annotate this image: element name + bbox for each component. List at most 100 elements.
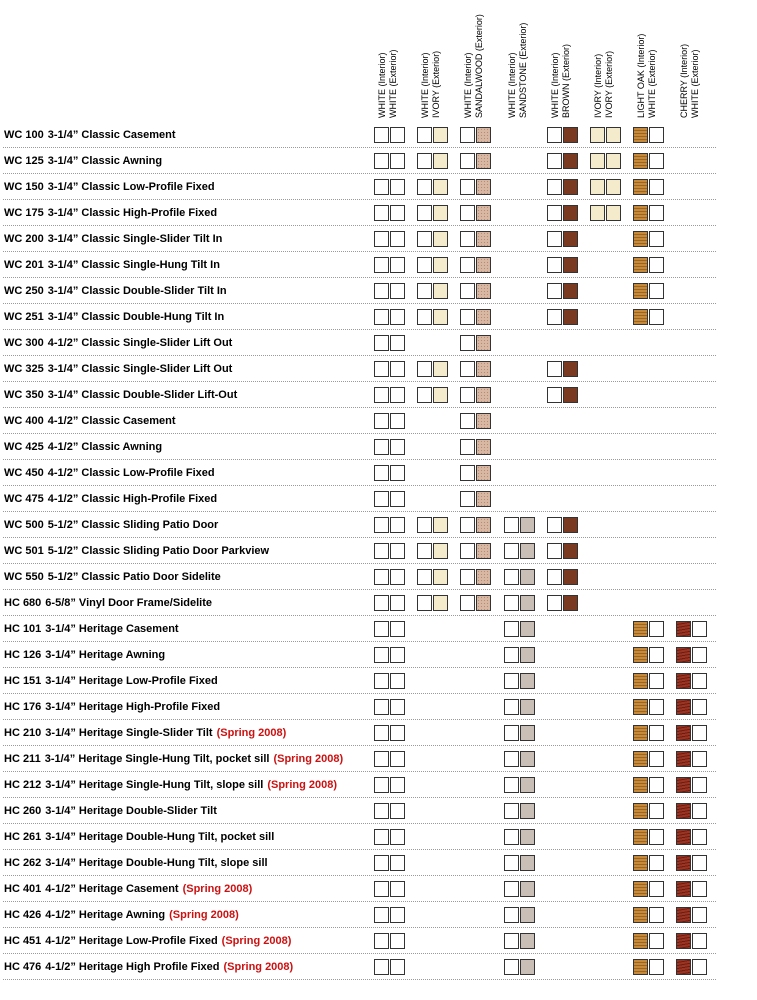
product-code: WC 201 bbox=[4, 259, 44, 271]
exterior-swatch bbox=[649, 829, 664, 845]
exterior-swatch bbox=[649, 907, 664, 923]
interior-swatch bbox=[460, 179, 475, 195]
table-row: HC 451 4-1/2” Heritage Low-Profile Fixed(… bbox=[0, 928, 716, 954]
interior-swatch bbox=[374, 907, 389, 923]
color-swatch bbox=[374, 413, 405, 429]
color-swatch bbox=[633, 803, 664, 819]
product-name: 4-1/2” Classic High-Profile Fixed bbox=[47, 493, 218, 505]
exterior-swatch bbox=[390, 335, 405, 351]
exterior-swatch bbox=[520, 621, 535, 637]
exterior-swatch bbox=[476, 465, 491, 481]
product-name: 3-1/4” Classic Single-Slider Tilt In bbox=[47, 233, 223, 245]
color-swatch bbox=[460, 335, 491, 351]
color-swatch bbox=[504, 751, 535, 767]
interior-label: WHITE (Interior) bbox=[420, 52, 430, 118]
exterior-swatch bbox=[476, 127, 491, 143]
exterior-swatch bbox=[649, 751, 664, 767]
interior-label: LIGHT OAK (Interior) bbox=[636, 33, 646, 118]
color-swatch bbox=[633, 699, 664, 715]
interior-swatch bbox=[417, 569, 432, 585]
exterior-swatch bbox=[390, 543, 405, 559]
interior-swatch bbox=[547, 283, 562, 299]
exterior-swatch bbox=[649, 179, 664, 195]
exterior-swatch bbox=[649, 933, 664, 949]
exterior-swatch bbox=[433, 361, 448, 377]
product-label: HC 101 3-1/4” Heritage Casement bbox=[4, 616, 179, 642]
interior-swatch bbox=[676, 881, 691, 897]
color-swatch bbox=[504, 621, 535, 637]
exterior-swatch bbox=[606, 179, 621, 195]
interior-swatch bbox=[547, 517, 562, 533]
exterior-swatch bbox=[433, 517, 448, 533]
exterior-swatch bbox=[476, 231, 491, 247]
product-label: HC 262 3-1/4” Heritage Double-Hung Tilt, … bbox=[4, 850, 268, 876]
product-label: WC 501 5-1/2” Classic Sliding Patio Door … bbox=[4, 538, 269, 564]
exterior-swatch bbox=[390, 491, 405, 507]
table-row: WC 201 3-1/4” Classic Single-Hung Tilt In bbox=[0, 252, 716, 278]
interior-swatch bbox=[460, 439, 475, 455]
color-swatch bbox=[547, 387, 578, 403]
exterior-swatch bbox=[563, 257, 578, 273]
product-code: HC 451 bbox=[4, 935, 42, 947]
product-name: 3-1/4” Heritage Casement bbox=[45, 623, 179, 635]
color-swatch bbox=[547, 231, 578, 247]
interior-swatch bbox=[374, 751, 389, 767]
exterior-swatch bbox=[390, 309, 405, 325]
product-name: 3-1/4” Classic Awning bbox=[47, 155, 163, 167]
color-swatch bbox=[676, 725, 707, 741]
color-swatch bbox=[374, 491, 405, 507]
exterior-label: IVORY (Exterior) bbox=[604, 50, 614, 118]
interior-swatch bbox=[633, 777, 648, 793]
product-name: 3-1/4” Classic Double-Hung Tilt In bbox=[47, 311, 225, 323]
interior-swatch bbox=[374, 387, 389, 403]
product-code: HC 101 bbox=[4, 623, 42, 635]
exterior-label: WHITE (Exterior) bbox=[690, 49, 700, 119]
color-swatch bbox=[547, 309, 578, 325]
interior-swatch bbox=[633, 959, 648, 975]
interior-swatch bbox=[633, 621, 648, 637]
color-swatch bbox=[547, 517, 578, 533]
color-swatch bbox=[547, 361, 578, 377]
exterior-swatch bbox=[433, 205, 448, 221]
interior-swatch bbox=[633, 725, 648, 741]
product-label: WC 350 3-1/4” Classic Double-Slider Lift-… bbox=[4, 382, 237, 408]
color-swatch bbox=[374, 439, 405, 455]
product-name: 3-1/4” Classic High-Profile Fixed bbox=[47, 207, 218, 219]
interior-swatch bbox=[676, 777, 691, 793]
product-name: 5-1/2” Classic Sliding Patio Door Parkvi… bbox=[47, 545, 270, 557]
interior-swatch bbox=[547, 361, 562, 377]
exterior-swatch bbox=[476, 335, 491, 351]
exterior-swatch bbox=[649, 127, 664, 143]
color-swatch bbox=[417, 153, 448, 169]
interior-swatch bbox=[633, 205, 648, 221]
color-swatch bbox=[460, 205, 491, 221]
exterior-swatch bbox=[649, 803, 664, 819]
color-swatch bbox=[547, 595, 578, 611]
product-label: WC 500 5-1/2” Classic Sliding Patio Door bbox=[4, 512, 218, 538]
exterior-swatch bbox=[563, 517, 578, 533]
exterior-swatch bbox=[520, 907, 535, 923]
product-code: WC 300 bbox=[4, 337, 44, 349]
table-row: WC 350 3-1/4” Classic Double-Slider Lift-… bbox=[0, 382, 716, 408]
product-label: WC 125 3-1/4” Classic Awning bbox=[4, 148, 162, 174]
color-swatch bbox=[547, 569, 578, 585]
color-swatch bbox=[547, 127, 578, 143]
interior-swatch bbox=[504, 933, 519, 949]
interior-swatch bbox=[460, 413, 475, 429]
interior-label: CHERRY (Interior) bbox=[679, 43, 689, 118]
table-row: WC 150 3-1/4” Classic Low-Profile Fixed bbox=[0, 174, 716, 200]
product-name: 3-1/4” Classic Single-Slider Lift Out bbox=[47, 363, 233, 375]
interior-swatch bbox=[374, 699, 389, 715]
interior-swatch bbox=[633, 673, 648, 689]
exterior-swatch bbox=[563, 205, 578, 221]
color-swatch bbox=[676, 933, 707, 949]
interior-swatch bbox=[504, 621, 519, 637]
exterior-swatch bbox=[692, 881, 707, 897]
color-swatch bbox=[504, 595, 535, 611]
product-code: HC 262 bbox=[4, 857, 42, 869]
product-code: WC 550 bbox=[4, 571, 44, 583]
interior-label: WHITE (Interior) bbox=[507, 52, 517, 118]
product-code: WC 251 bbox=[4, 311, 44, 323]
interior-swatch bbox=[676, 647, 691, 663]
color-swatch bbox=[417, 517, 448, 533]
